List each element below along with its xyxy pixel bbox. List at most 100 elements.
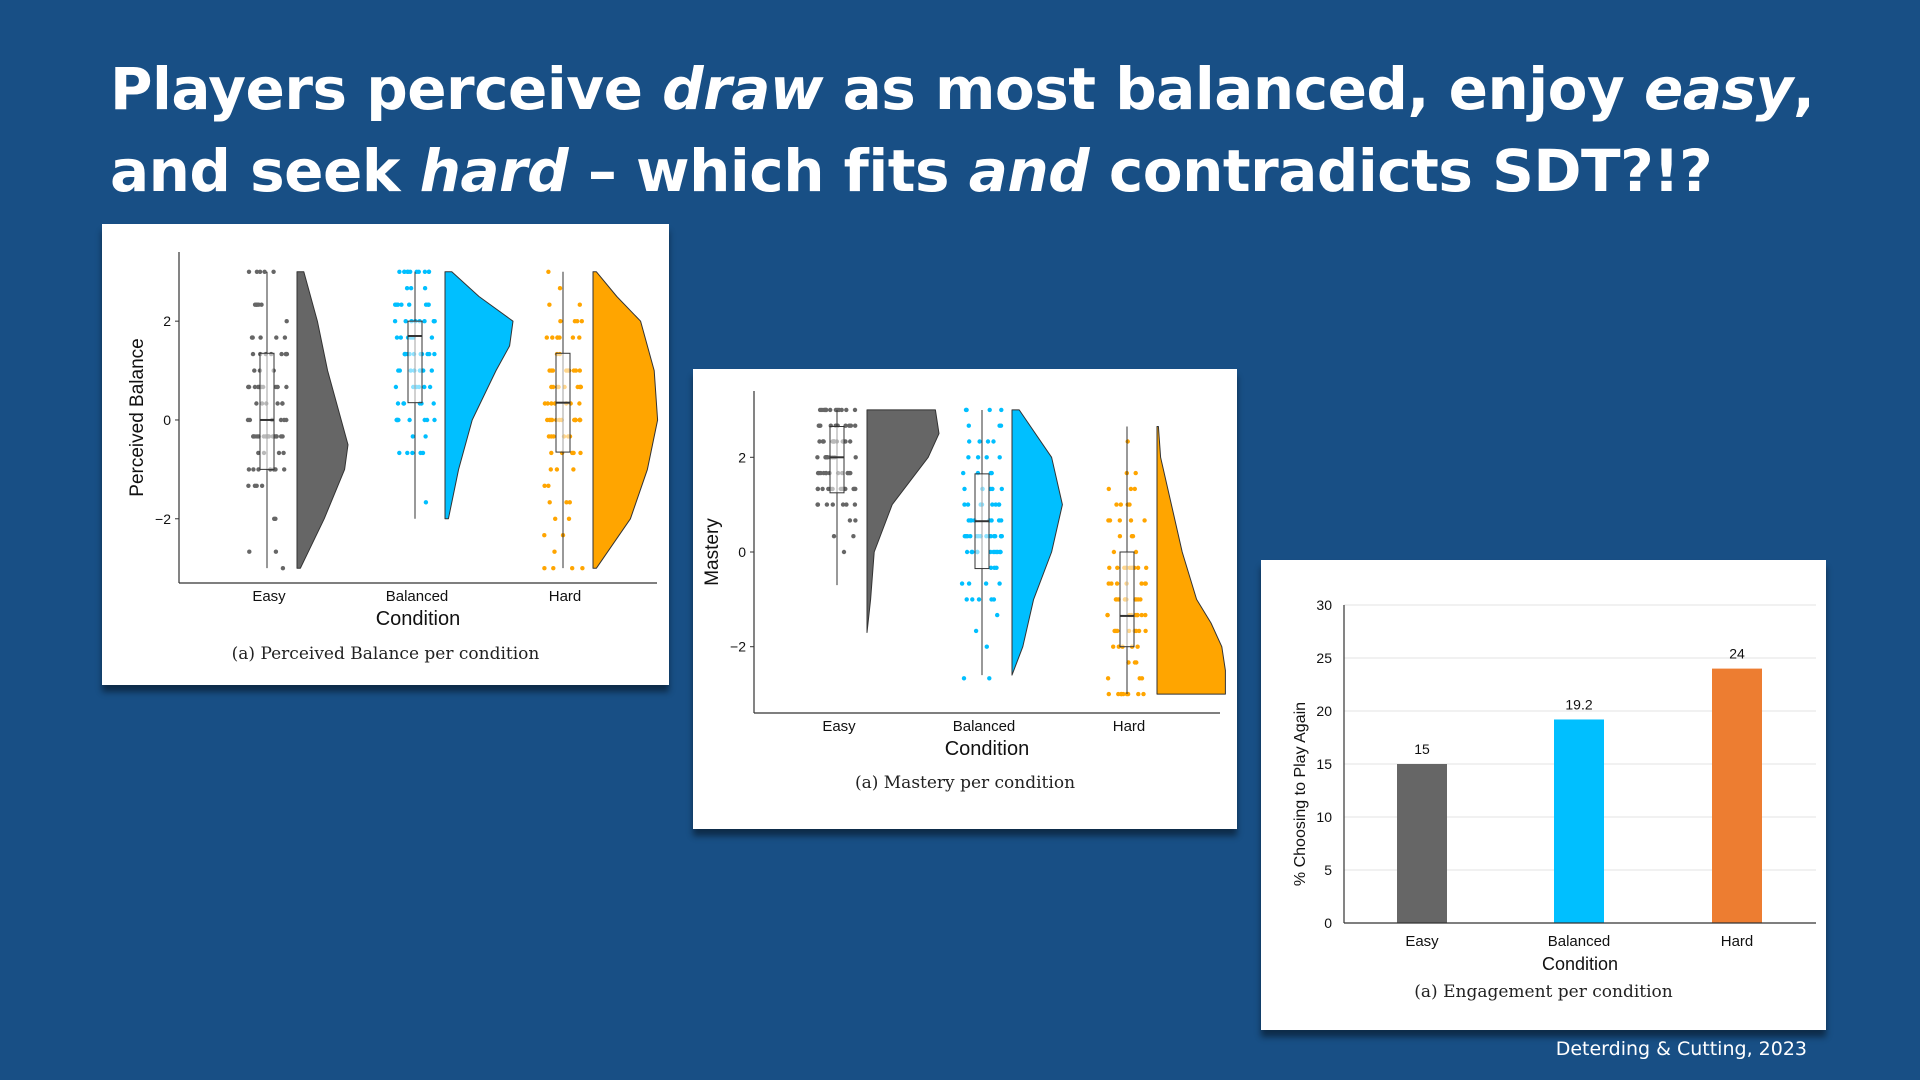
data-point (815, 455, 820, 460)
bar (1554, 719, 1604, 923)
data-point (975, 455, 981, 460)
engagement-chart: 0 5 10 15 20 25 30 15 Easy 19.2 Balanced 24 Hard Cond… (1292, 597, 1816, 974)
data-point (853, 455, 858, 460)
data-point (1134, 660, 1139, 665)
data-point (407, 302, 412, 307)
data-point (429, 368, 434, 373)
data-point (1117, 534, 1123, 539)
data-point (275, 401, 280, 406)
engagement-figure: 0 5 10 15 20 25 30 15 Easy 19.2 Balanced 24 Hard Cond… (1261, 560, 1826, 1030)
data-point (1139, 581, 1144, 586)
data-point (1107, 565, 1112, 570)
data-point (422, 319, 427, 324)
data-point (259, 302, 264, 307)
data-point (1130, 534, 1136, 539)
data-point (1143, 581, 1148, 586)
title-text-3: , and seek (110, 55, 1815, 205)
data-point (1139, 676, 1145, 681)
perceived-balance-chart: −2 0 2 Easy Balanced Hard Condition Perceived B… (127, 252, 659, 630)
data-point (1128, 486, 1134, 492)
data-point (1141, 691, 1146, 697)
data-point (1143, 628, 1148, 634)
data-point (427, 384, 433, 390)
data-point (851, 534, 856, 539)
x-tick-label: Easy (252, 588, 286, 605)
data-point (578, 450, 583, 456)
data-point (557, 335, 562, 340)
data-point (408, 286, 414, 291)
data-point (852, 502, 858, 507)
data-point (579, 319, 584, 324)
mastery-caption: (a) Mastery per condition (854, 773, 1076, 793)
y-tick-label: 2 (738, 449, 746, 465)
data-point (549, 450, 554, 456)
data-point (542, 566, 547, 571)
data-point (959, 581, 965, 586)
data-point (395, 302, 401, 307)
data-point (278, 434, 284, 439)
data-point (427, 351, 432, 357)
data-point (966, 423, 971, 428)
data-point (418, 450, 423, 456)
data-point (414, 269, 419, 274)
data-label: 15 (1414, 741, 1430, 757)
data-point (1125, 439, 1130, 444)
data-point (247, 549, 252, 554)
data-point (815, 502, 821, 507)
data-point (564, 500, 569, 505)
title-text-5: contradicts SDT?!? (1089, 137, 1713, 205)
data-point (965, 502, 971, 507)
data-point (826, 486, 831, 492)
data-point (254, 483, 259, 488)
slide-title: Players perceive draw as most balanced, … (110, 48, 1830, 212)
data-point (987, 407, 992, 413)
data-point (1112, 628, 1117, 634)
data-point (567, 500, 572, 505)
data-point (999, 518, 1004, 523)
data-point (991, 534, 997, 539)
data-point (988, 534, 993, 539)
data-point (577, 417, 582, 423)
y-tick-label: 10 (1316, 809, 1332, 825)
data-point (966, 455, 971, 460)
data-point (1135, 644, 1140, 649)
x-tick-label: Easy (822, 718, 856, 735)
boxplot-box (829, 426, 845, 494)
data-point (550, 368, 556, 373)
data-point (993, 502, 998, 507)
data-point (990, 502, 995, 507)
data-point (262, 269, 267, 274)
data-point (984, 455, 989, 460)
data-point (273, 549, 279, 554)
data-point (252, 368, 257, 373)
data-point (405, 450, 410, 456)
data-point (403, 319, 408, 324)
data-point (545, 417, 550, 423)
data-point (571, 450, 576, 456)
data-point (962, 486, 967, 492)
data-point (432, 351, 437, 357)
data-point (969, 518, 974, 523)
data-point (988, 565, 994, 570)
data-point (274, 335, 279, 340)
data-point (246, 483, 251, 488)
data-point (997, 581, 1002, 586)
data-point (967, 439, 972, 444)
x-tick-label: Hard (549, 588, 582, 605)
data-point (284, 384, 289, 390)
data-point (1111, 549, 1117, 555)
data-point (250, 351, 256, 357)
y-tick-label: 25 (1316, 650, 1332, 666)
data-point (577, 335, 582, 340)
data-point (274, 434, 279, 439)
data-point (976, 597, 982, 602)
data-point (1106, 486, 1111, 492)
data-point (961, 470, 966, 476)
data-point (252, 384, 258, 390)
data-point (1144, 565, 1149, 570)
data-point (1136, 691, 1141, 697)
data-point (853, 423, 858, 428)
data-point (279, 351, 284, 357)
data-point (283, 351, 288, 357)
data-point (1133, 549, 1139, 555)
